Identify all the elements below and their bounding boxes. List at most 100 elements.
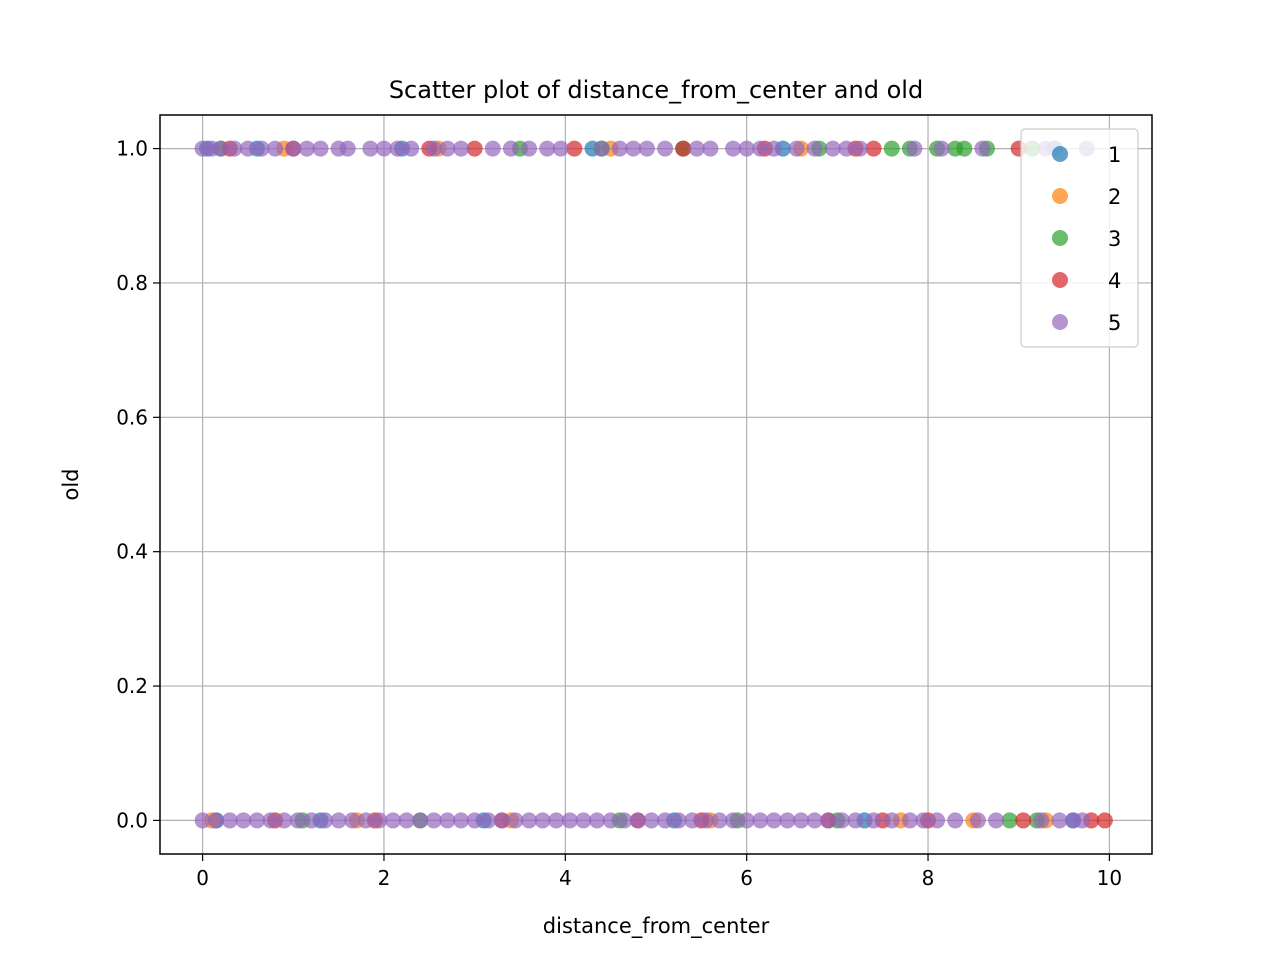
scatter-point-series-5 (657, 812, 674, 829)
y-axis-label: old (59, 468, 83, 500)
scatter-point-series-5 (752, 812, 769, 829)
scatter-point-series-5 (947, 812, 964, 829)
scatter-point-series-5 (208, 812, 225, 829)
legend-box (1020, 128, 1139, 348)
scatter-point-series-5 (883, 812, 900, 829)
scatter-point-series-5 (453, 140, 470, 157)
legend: 1 2 3 4 5 (1020, 128, 1139, 348)
scatter-point-series-5 (738, 140, 755, 157)
scatter-point-series-5 (901, 812, 918, 829)
x-axis-label: distance_from_center (543, 914, 770, 939)
scatter-point-series-5 (362, 140, 379, 157)
scatter-point-series-5 (262, 812, 279, 829)
scatter-point-series-5 (375, 140, 392, 157)
scatter-point-series-5 (239, 140, 256, 157)
grid (160, 115, 1152, 854)
scatter-point-series-5 (593, 140, 610, 157)
scatter-point-series-4 (1015, 812, 1032, 829)
legend-entry-label: 1 (1108, 143, 1121, 167)
x-tick-label: 4 (559, 866, 572, 890)
legend-marker (1052, 314, 1068, 330)
x-tick-label: 8 (922, 866, 935, 890)
scatter-point-series-5 (439, 812, 456, 829)
scatter-point-series-5 (725, 140, 742, 157)
scatter-point-series-3 (1001, 812, 1018, 829)
y-tick-label: 0.6 (116, 405, 148, 429)
scatter-point-series-4 (1096, 812, 1113, 829)
scatter-point-series-5 (824, 140, 841, 157)
scatter-point-series-5 (915, 812, 932, 829)
scatter-point-series-5 (833, 812, 850, 829)
y-tick-label: 0.0 (116, 808, 148, 832)
scatter-point-series-5 (969, 812, 986, 829)
scatter-point-series-5 (317, 812, 334, 829)
scatter-point-series-5 (906, 140, 923, 157)
scatter-point-series-5 (765, 812, 782, 829)
scatter-point-series-5 (221, 812, 238, 829)
scatter-point-series-5 (1074, 812, 1091, 829)
legend-marker (1052, 188, 1068, 204)
scatter-point-series-5 (344, 812, 361, 829)
scatter-point-series-5 (339, 140, 356, 157)
scatter-point-series-5 (670, 812, 687, 829)
scatter-point-series-5 (385, 812, 402, 829)
legend-marker (1052, 272, 1068, 288)
scatter-point-series-5 (638, 140, 655, 157)
scatter-point-series-5 (688, 140, 705, 157)
x-axis-ticks: 0 2 4 6 8 10 (196, 854, 1122, 890)
scatter-point-series-5 (439, 140, 456, 157)
scatter-point-series-3 (956, 140, 973, 157)
scatter-point-series-5 (298, 140, 315, 157)
scatter-point-series-5 (643, 812, 660, 829)
scatter-point-series-5 (425, 812, 442, 829)
scatter-point-series-5 (725, 812, 742, 829)
legend-marker (1052, 146, 1068, 162)
scatter-point-series-5 (561, 812, 578, 829)
scatter-point-series-5 (697, 812, 714, 829)
scatter-point-series-5 (235, 812, 252, 829)
legend-entry-label: 3 (1108, 227, 1121, 251)
scatter-point-series-5 (929, 812, 946, 829)
scatter-point-series-5 (793, 812, 810, 829)
scatter-point-series-5 (521, 140, 538, 157)
x-tick-label: 10 (1097, 866, 1122, 890)
scatter-point-series-5 (820, 812, 837, 829)
scatter-point-series-5 (453, 812, 470, 829)
scatter-point-series-5 (657, 140, 674, 157)
scatter-point-series-4 (566, 140, 583, 157)
scatter-point-series-5 (403, 140, 420, 157)
scatter-point-series-5 (507, 812, 524, 829)
scatter-point-series-5 (267, 140, 284, 157)
scatter-point-series-5 (602, 812, 619, 829)
scatter-point-series-5 (865, 812, 882, 829)
scatter-point-series-5 (330, 812, 347, 829)
y-tick-label: 0.4 (116, 540, 148, 564)
scatter-point-series-5 (521, 812, 538, 829)
scatter-point-series-5 (589, 812, 606, 829)
scatter-point-series-4 (466, 140, 483, 157)
x-tick-label: 6 (740, 866, 753, 890)
axes-frame (159, 114, 1153, 855)
y-tick-label: 1.0 (116, 137, 148, 161)
scatter-point-series-5 (412, 812, 429, 829)
scatter-point-series-5 (493, 812, 510, 829)
x-tick-label: 0 (196, 866, 209, 890)
chart-title: Scatter plot of distance_from_center and… (389, 76, 923, 104)
scatter-point-series-5 (425, 140, 442, 157)
scatter-point-series-5 (212, 140, 229, 157)
scatter-point-series-5 (357, 812, 374, 829)
scatter-point-series-5 (702, 140, 719, 157)
legend-marker (1052, 230, 1068, 246)
scatter-point-series-5 (466, 812, 483, 829)
legend-entry-label: 2 (1108, 185, 1121, 209)
scatter-point-series-4 (865, 140, 882, 157)
scatter-point-series-5 (611, 140, 628, 157)
scatter-point-series-5 (194, 812, 211, 829)
scatter-point-series-5 (398, 812, 415, 829)
scatter-point-series-5 (484, 140, 501, 157)
scatter-point-series-5 (539, 140, 556, 157)
scatter-point-series-5 (371, 812, 388, 829)
scatter-point-series-5 (1033, 812, 1050, 829)
scatter-point-series-5 (684, 812, 701, 829)
